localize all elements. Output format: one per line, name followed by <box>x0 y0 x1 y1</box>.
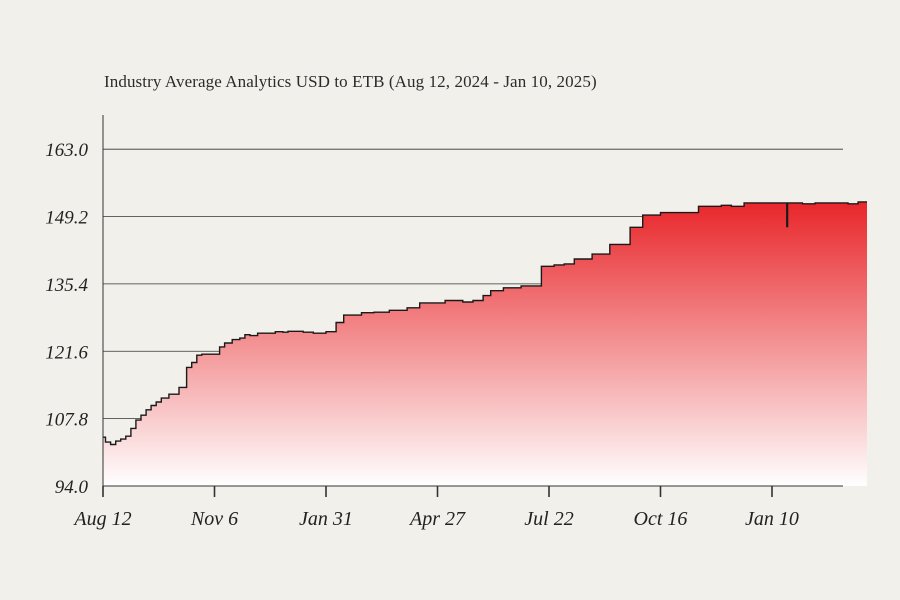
x-tick-label: Jul 22 <box>524 508 573 530</box>
x-tick-label: Oct 16 <box>634 508 688 530</box>
series-line <box>103 201 867 446</box>
x-tick-label: Jan 31 <box>299 508 353 530</box>
area-fill <box>103 201 867 486</box>
y-tick-label: 94.0 <box>55 477 89 498</box>
x-tick-label: Nov 6 <box>190 508 238 530</box>
y-tick-label: 149.2 <box>45 208 88 229</box>
chart-title: Industry Average Analytics USD to ETB (A… <box>104 72 597 91</box>
y-tick-label: 121.6 <box>45 342 88 363</box>
x-tick-labels: Aug 12 Nov 6 Jan 31 Apr 27 Jul 22 Oct 16 Jan 1… <box>72 508 799 530</box>
y-tick-label: 163.0 <box>45 140 88 161</box>
axis-layer <box>102 115 843 497</box>
x-tick-label: Jan 10 <box>745 508 799 530</box>
x-tick-label: Apr 27 <box>408 508 466 530</box>
y-tick-labels: 94.0 107.8 121.6 135.4 149.2 163.0 <box>45 140 88 498</box>
y-tick-label: 107.8 <box>45 410 88 431</box>
y-tick-label: 135.4 <box>45 275 88 296</box>
x-tick-label: Aug 12 <box>72 508 131 530</box>
